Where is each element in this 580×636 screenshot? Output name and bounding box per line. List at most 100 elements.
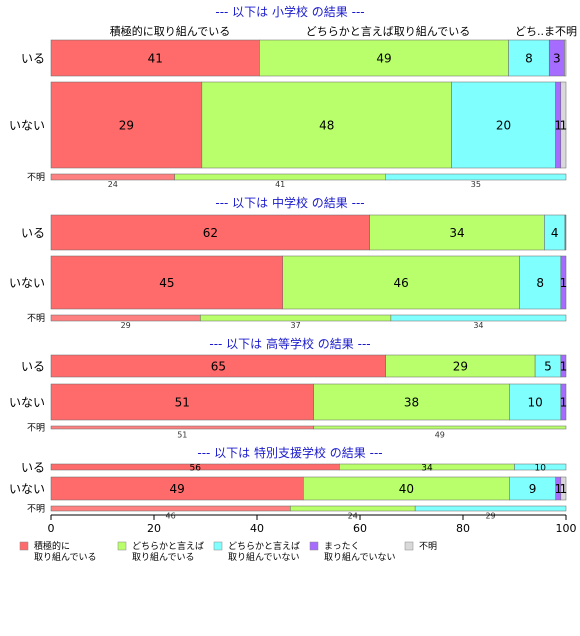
bar-value-label: 1 [560,276,568,290]
row-label: いない [9,119,45,133]
bar-row-0: いる 56 34 10 [21,461,567,475]
bar-segment [390,314,567,322]
bar-value-label: 29 [119,119,134,133]
bar-value-label: 1 [554,119,562,133]
bar-value-label: 49 [376,52,391,66]
bar-value-label: 1 [560,482,568,496]
bar-value-label: 29 [453,360,468,374]
bar-value-label: 34 [421,464,433,474]
legend-label: どちらかと言えば [228,540,300,552]
legend-label: 積極的に [34,540,70,552]
bar-value-label: 1 [560,119,568,133]
legend-label: まったく [324,541,360,552]
bar-segment [560,476,567,501]
row-label: いる [21,360,45,374]
bar-segment [201,81,452,169]
bar-segment [451,81,556,169]
bar-row-1: いない 45 46 8 1 [9,255,568,310]
bar-row-1: いない 51 38 10 1 [9,383,568,421]
row-label: いる [21,52,45,66]
bar-segment [560,383,567,421]
x-axis: 0 20 40 60 80 100 [48,514,577,535]
bar-value-label: 20 [496,119,511,133]
bar-segment [282,255,520,310]
bar-segment [560,255,567,310]
bar-segment [50,214,370,251]
bar-value-label: 48 [319,119,334,133]
column-header-2: どち..ま不明 [515,25,577,38]
bar-row-0: いる 65 29 5 1 [21,354,567,378]
bar-value-label: 62 [203,226,218,240]
row-label: いる [21,226,45,240]
legend-label: どちらかと言えば [132,540,204,552]
row-label: いない [9,482,45,496]
bar-segment [560,354,567,378]
panel-title: --- 以下は 小学校 の結果 --- [215,4,364,19]
legend-label: 取り組んでいる [34,551,97,563]
bar-segment [290,505,416,512]
bar-value-label: 10 [535,464,547,474]
x-tick-label: 80 [456,522,470,535]
bar-row-2: 不明 24 41 35 [27,172,567,189]
bar-row-2: 不明 29 37 34 [27,313,567,330]
x-tick-label: 60 [353,522,367,535]
bar-segment [385,173,567,181]
bar-row-0: いる 41 49 8 3 [21,39,567,77]
bar-segment [564,214,567,251]
bar-value-label: 41 [148,52,163,66]
x-tick-label: 20 [147,522,161,535]
bar-value-label: 3 [553,52,561,66]
bar-value-label: 34 [473,321,483,330]
bar-row-2: 不明 51 49 [27,423,567,440]
legend-label: 不明 [419,541,437,552]
column-headers: 積極的に取り組んでいる どちらかと言えば取り組んでいる どち..ま不明 [110,24,577,38]
bar-value-label: 9 [529,482,537,496]
bar-value-label: 65 [211,360,226,374]
legend-label: 取り組んでいない [324,551,396,563]
bar-value-label: 8 [536,276,544,290]
bar-segment [259,39,509,77]
bar-value-label: 24 [108,180,118,189]
bar-segment [519,255,562,310]
bar-value-label: 24 [348,512,358,521]
bar-segment [414,505,567,512]
bar-value-label: 1 [560,396,568,410]
bar-value-label: 4 [551,226,559,240]
bar-value-label: 34 [449,226,464,240]
bar-value-label: 35 [471,180,481,189]
bar-value-label: 40 [399,482,414,496]
bar-row-0: いる 62 34 4 [21,214,567,251]
bar-value-label: 49 [435,431,445,440]
bar-value-label: 5 [544,360,552,374]
bar-segment [564,39,567,77]
bar-segment [560,81,567,169]
bar-value-label: 41 [275,180,285,189]
panel-0: --- 以下は 小学校 の結果 --- いる 41 49 8 3 いない 29 48 20 11 不明… [9,4,567,189]
legend-label: 取り組んでいる [132,551,195,563]
bar-value-label: 37 [291,321,301,330]
bar-value-label: 46 [166,512,176,521]
bar-value-label: 51 [175,396,190,410]
bar-row-1: いない 29 48 20 11 [9,81,568,169]
legend: 積極的に取り組んでいるどちらかと言えば取り組んでいるどちらかと言えば取り組んでい… [19,540,437,563]
legend-item-s1: 積極的に取り組んでいる [19,540,97,563]
bar-value-label: 49 [170,482,185,496]
row-label: 不明 [27,172,45,183]
row-label: いない [9,396,45,410]
bar-segment [50,425,314,430]
panel-title: --- 以下は 中学校 の結果 --- [215,195,364,210]
bar-row-2: 不明 46 24 29 [27,504,567,521]
legend-swatch [117,541,127,551]
x-tick-label: 0 [48,522,55,535]
x-tick-label: 100 [556,522,577,535]
legend-swatch [213,541,223,551]
bar-value-label: 1 [554,482,562,496]
bar-value-label: 10 [527,396,542,410]
row-label: 不明 [27,504,45,515]
legend-swatch [19,541,29,551]
